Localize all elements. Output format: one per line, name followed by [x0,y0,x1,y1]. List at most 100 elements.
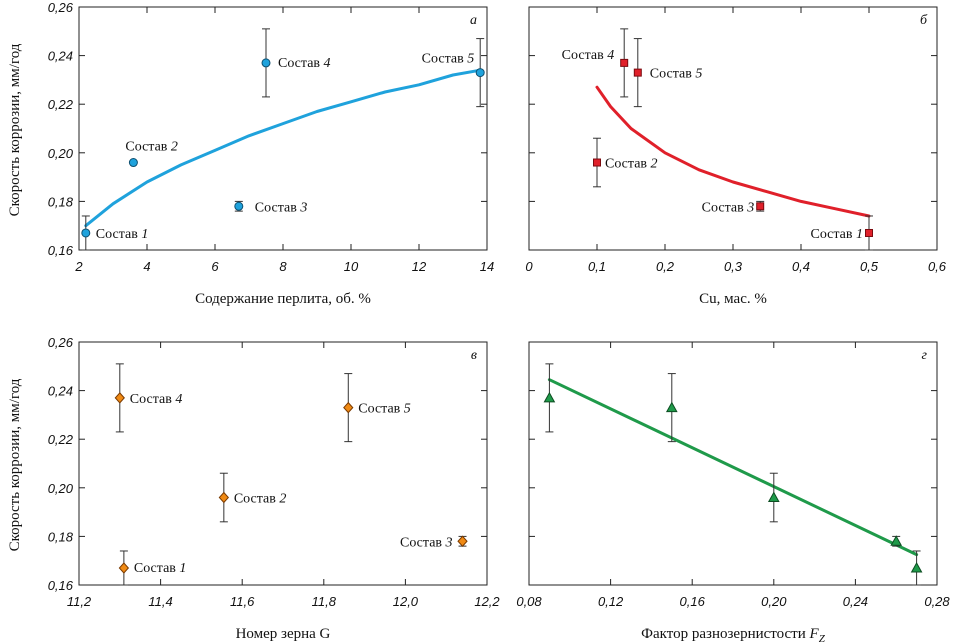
point-label: Состав 2 [234,492,287,507]
panel-letter: г [922,348,928,363]
x-tick-label: 12,0 [393,594,419,609]
point-label-text: Состав [278,56,324,71]
y-tick-label: 0,20 [48,481,74,496]
point-label-text: Состав [400,535,446,550]
x-tick-label: 0,24 [843,594,868,609]
point-label-text: Состав [605,157,651,172]
x-tick-label: 2 [74,259,83,274]
data-point [118,562,130,574]
x-tick-label: 0,1 [588,259,606,274]
point-label-text: Состав [130,392,176,407]
y-tick-label: 0,18 [48,194,74,209]
data-point [620,58,629,67]
y-tick-label: 0,18 [48,529,74,544]
x-tick-label: 0,20 [761,594,787,609]
point-label-number: 5 [695,67,702,82]
panel-letter: в [471,348,477,363]
point-label-number: 4 [607,48,614,63]
data-point [457,535,468,548]
point-label-text: Состав [358,402,404,417]
chart-panel-d: 0,08 0,12 0,16 0,20 0,24 0,28 г Фактор разнозер… [516,341,950,644]
point-label-number: 5 [404,402,411,417]
y-tick-label: 0,26 [48,0,74,15]
x-tick-label: 8 [279,259,287,274]
y-tick-label: 0,24 [48,384,73,399]
x-axis-label: Cu, мас. % [699,291,767,307]
point-label-number: 2 [651,157,658,172]
x-tick-label: 0,6 [928,259,947,274]
chart-panel-a: 2 4 6 8 10 12 140,160,180,200,220,240,26аСодер… [48,0,495,307]
point-label-number: 3 [445,535,453,550]
y-tick-label: 0,22 [48,432,74,447]
point-label-text: Состав [562,48,608,63]
point-label: Состав 3 [255,200,308,215]
x-tick-label: 0,16 [680,594,706,609]
y-tick-label: 0,24 [48,49,73,64]
point-label-text: Состав [422,52,468,67]
point-label: Состав 1 [134,561,187,576]
ylabel-bottom: Скорость коррозии, мм/год [7,378,23,551]
point-label-number: 4 [175,392,182,407]
point-label: Состав 4 [130,392,183,407]
fit-curve [84,68,482,228]
panel-letter: а [470,13,477,28]
point-label: Состав 4 [278,56,331,71]
point-label: Состав 5 [422,52,475,67]
data-point [865,228,873,237]
data-point [910,561,923,573]
point-label-text: Состав [810,227,856,242]
x-tick-label: 10 [344,259,359,274]
x-tick-label: 11,4 [148,594,172,609]
x-tick-label: 11,6 [230,594,255,609]
y-tick-label: 0,22 [48,97,74,112]
fit-curve [595,85,871,218]
data-point [234,201,244,211]
plot-frame-c [78,341,488,586]
x-tick-label: 0,28 [924,594,950,609]
x-tick-label: 0,2 [656,259,675,274]
point-label-text: Состав [650,67,696,82]
point-label-text: Состав [234,492,280,507]
data-point [114,392,125,404]
y-tick-label: 0,16 [48,578,74,593]
shared-ylabel-top: Скорость коррозии, мм/год [7,43,23,216]
chart-panel-c: 11,2 11,4 11,6 11,8 12,0 12,2 0,16 0,18 0,20 0,22… [48,335,501,642]
point-label-number: 1 [179,561,186,576]
x-axis-label-sub: Z [819,633,826,644]
data-point [128,158,138,168]
point-label-text: Состав [702,200,748,215]
point-label-number: 2 [171,140,178,155]
x-axis-label-var: F [809,626,820,642]
x-tick-label: 14 [480,259,494,274]
data-point [756,202,765,211]
x-tick-label: 11,8 [312,594,337,609]
point-label: Состав 5 [650,67,703,82]
data-point [890,535,903,546]
point-label: Состав 3 [702,200,755,215]
x-tick-label: 0,4 [792,259,810,274]
x-tick-label: 12,2 [474,594,500,609]
point-label-number: 1 [141,227,148,242]
point-label: Состав 3 [400,535,453,550]
point-label: Состав 2 [125,140,178,155]
x-tick-label: 6 [211,259,219,274]
point-label-text: Состав [96,227,142,242]
data-point [543,391,556,403]
data-point [81,228,91,238]
data-point [343,401,354,414]
y-tick-label: 0,26 [48,335,74,350]
x-axis-label: Содержание перлита, об. % [195,291,371,307]
point-label-text: Состав [255,200,301,215]
data-point [218,491,230,504]
ylabel-top: Скорость коррозии, мм/год [7,43,23,216]
point-label-number: 3 [746,200,754,215]
y-tick-label: 0,20 [48,146,74,161]
x-tick-label: 11,2 [67,594,92,609]
point-label-text: Состав [134,561,180,576]
point-label: Состав 1 [96,227,149,242]
data-point [261,58,271,68]
shared-ylabel-bottom: Скорость коррозии, мм/год [7,378,23,551]
x-tick-label: 0,12 [598,594,624,609]
